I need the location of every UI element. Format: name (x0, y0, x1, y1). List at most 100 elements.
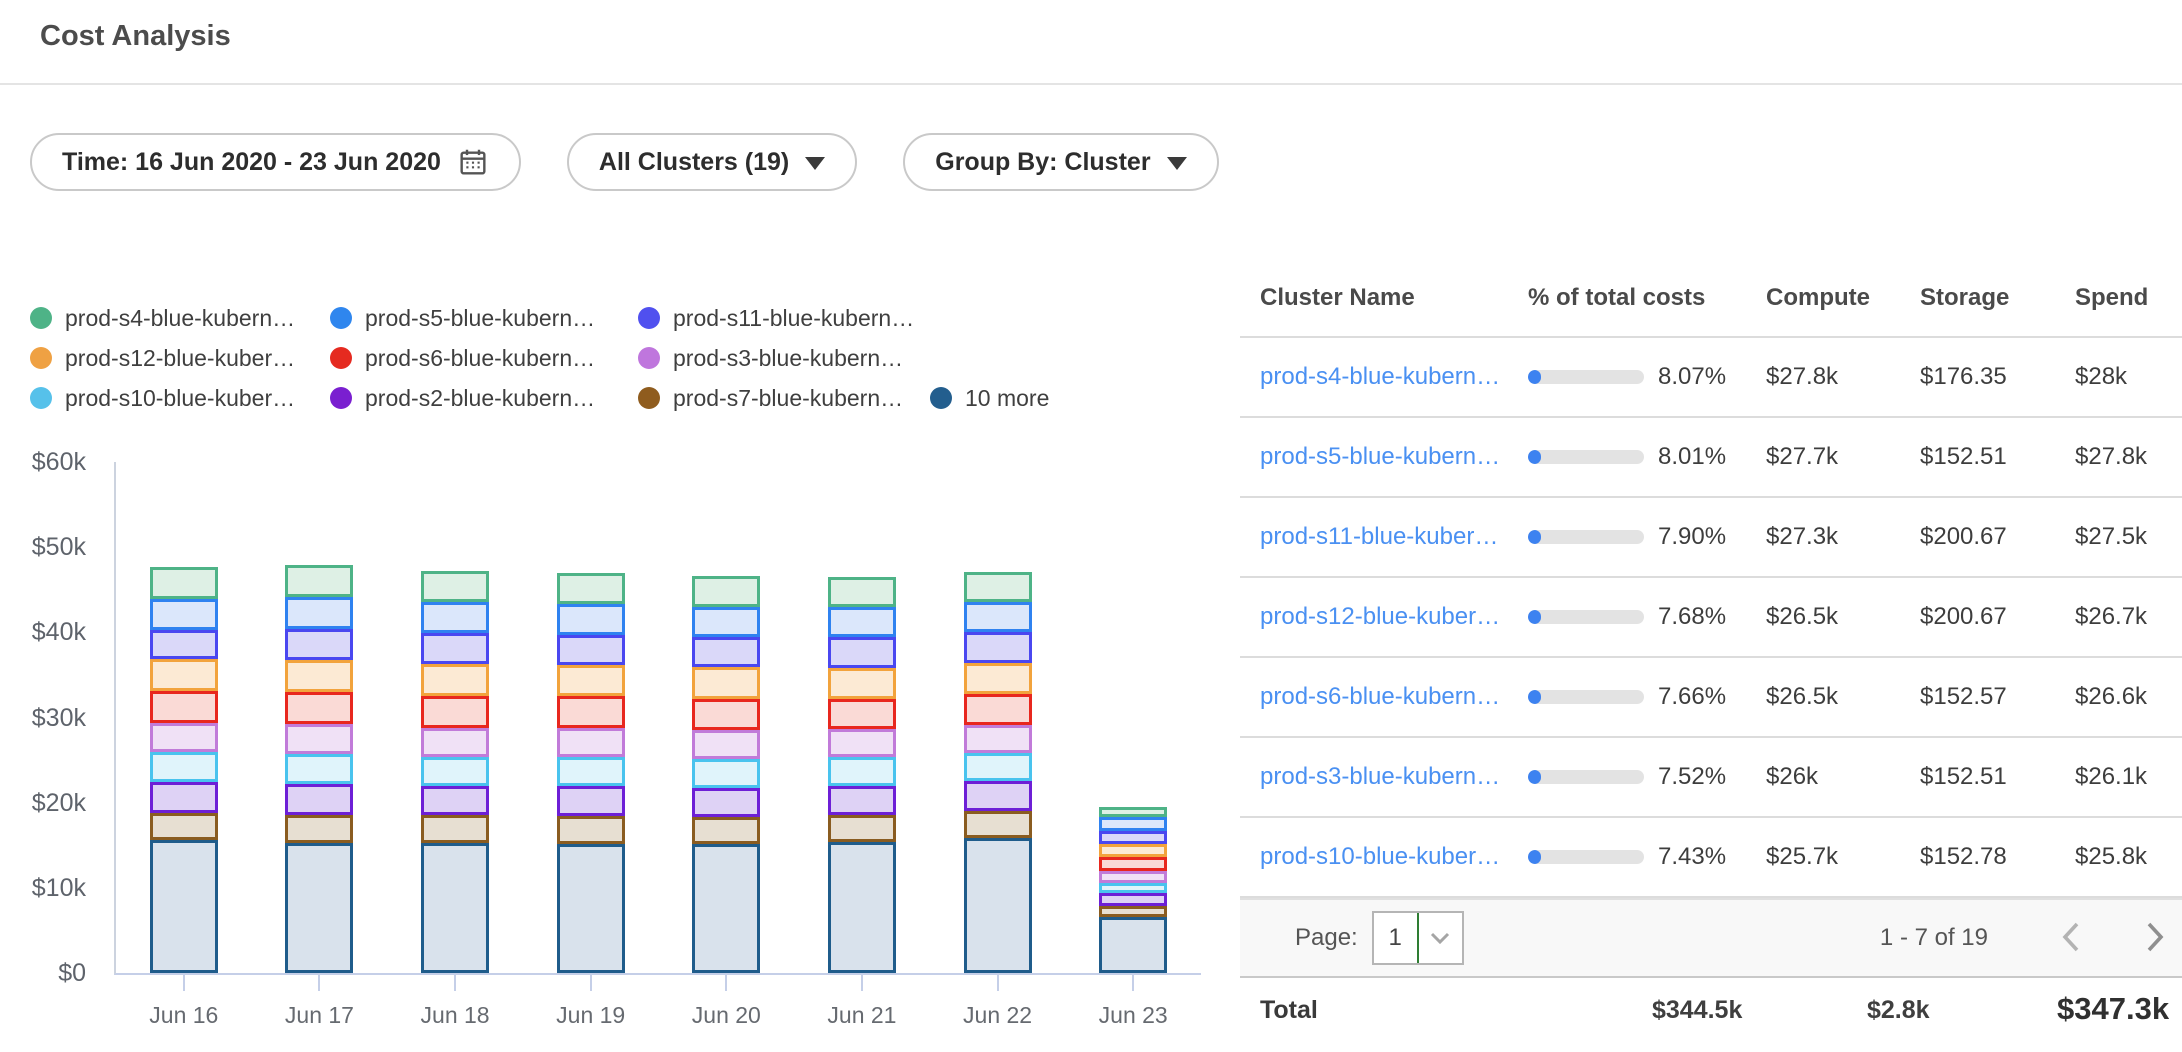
bar-segment[interactable] (964, 725, 1032, 753)
stacked-bar[interactable] (828, 577, 896, 973)
bar-segment[interactable] (964, 753, 1032, 781)
next-page-button[interactable] (2144, 920, 2166, 957)
bar-segment[interactable] (150, 782, 218, 813)
bar-segment[interactable] (964, 694, 1032, 726)
bar-segment[interactable] (557, 604, 625, 635)
legend-item[interactable]: prod-s11-blue-kubern… (638, 305, 930, 332)
bar-segment[interactable] (557, 696, 625, 728)
page-select[interactable]: 1 (1372, 911, 1464, 965)
legend-item[interactable]: prod-s2-blue-kubern… (330, 385, 638, 412)
bar-segment[interactable] (557, 757, 625, 787)
bar-segment[interactable] (421, 815, 489, 842)
bar-segment[interactable] (421, 786, 489, 816)
stacked-bar[interactable] (964, 572, 1032, 973)
bar-segment[interactable] (828, 815, 896, 841)
bar-segment[interactable] (1099, 883, 1167, 893)
bar-segment[interactable] (964, 572, 1032, 603)
legend-item[interactable]: prod-s5-blue-kubern… (330, 305, 638, 332)
bar-segment[interactable] (828, 668, 896, 699)
bar-segment[interactable] (1099, 917, 1167, 973)
cluster-name-link[interactable]: prod-s10-blue-kuber… (1260, 843, 1500, 870)
bar-segment[interactable] (557, 728, 625, 757)
cluster-name-link[interactable]: prod-s6-blue-kubern… (1260, 683, 1500, 710)
bar-segment[interactable] (285, 565, 353, 597)
bar-segment[interactable] (828, 729, 896, 757)
bar-segment[interactable] (421, 664, 489, 696)
cluster-name-link[interactable]: prod-s12-blue-kuber… (1260, 603, 1500, 630)
legend-item[interactable]: prod-s12-blue-kuber… (30, 345, 330, 372)
bar-segment[interactable] (828, 637, 896, 668)
bar-segment[interactable] (1099, 871, 1167, 883)
bar-segment[interactable] (150, 567, 218, 599)
bar-segment[interactable] (150, 599, 218, 630)
bar-segment[interactable] (285, 754, 353, 784)
bar-segment[interactable] (1099, 906, 1167, 917)
legend-item[interactable]: prod-s7-blue-kubern… (638, 385, 930, 412)
stacked-bar[interactable] (557, 573, 625, 973)
bar-segment[interactable] (285, 660, 353, 692)
bar-segment[interactable] (692, 844, 760, 974)
bar-segment[interactable] (1099, 807, 1167, 817)
bar-segment[interactable] (964, 602, 1032, 632)
bar-segment[interactable] (964, 838, 1032, 973)
legend-item[interactable]: prod-s6-blue-kubern… (330, 345, 638, 372)
bar-segment[interactable] (421, 728, 489, 757)
bar-segment[interactable] (150, 752, 218, 782)
stacked-bar[interactable] (150, 567, 218, 973)
legend-item[interactable]: prod-s3-blue-kubern… (638, 345, 930, 372)
bar-segment[interactable] (285, 597, 353, 629)
bar-segment[interactable] (150, 813, 218, 840)
bar-segment[interactable] (285, 629, 353, 660)
stacked-bar[interactable] (692, 576, 760, 973)
bar-segment[interactable] (1099, 831, 1167, 845)
bar-segment[interactable] (421, 571, 489, 603)
bar-segment[interactable] (1099, 857, 1167, 871)
bar-segment[interactable] (557, 573, 625, 605)
bar-segment[interactable] (692, 576, 760, 607)
bar-segment[interactable] (285, 692, 353, 724)
bar-segment[interactable] (964, 632, 1032, 663)
bar-segment[interactable] (421, 633, 489, 664)
bar-segment[interactable] (285, 815, 353, 843)
bar-segment[interactable] (964, 781, 1032, 811)
time-range-filter-button[interactable]: Time: 16 Jun 2020 - 23 Jun 2020 (30, 133, 521, 191)
bar-segment[interactable] (692, 637, 760, 667)
bar-segment[interactable] (828, 757, 896, 786)
bar-segment[interactable] (828, 607, 896, 637)
bar-segment[interactable] (557, 844, 625, 974)
stacked-bar[interactable] (421, 571, 489, 973)
bar-segment[interactable] (692, 607, 760, 638)
bar-segment[interactable] (964, 663, 1032, 694)
group-by-dropdown[interactable]: Group By: Cluster (903, 133, 1218, 191)
bar-segment[interactable] (1099, 844, 1167, 857)
bar-segment[interactable] (692, 817, 760, 843)
bar-segment[interactable] (285, 784, 353, 815)
clusters-filter-dropdown[interactable]: All Clusters (19) (567, 133, 857, 191)
bar-segment[interactable] (150, 659, 218, 691)
bar-segment[interactable] (964, 811, 1032, 838)
bar-segment[interactable] (150, 840, 218, 973)
stacked-bar[interactable] (285, 565, 353, 973)
bar-segment[interactable] (692, 730, 760, 759)
legend-item[interactable]: 10 more (930, 385, 1049, 412)
cluster-name-link[interactable]: prod-s4-blue-kubern… (1260, 363, 1500, 390)
cluster-name-link[interactable]: prod-s3-blue-kubern… (1260, 763, 1500, 790)
bar-segment[interactable] (692, 667, 760, 699)
cluster-name-link[interactable]: prod-s5-blue-kubern… (1260, 443, 1500, 470)
bar-segment[interactable] (421, 602, 489, 633)
previous-page-button[interactable] (2060, 920, 2082, 957)
bar-segment[interactable] (828, 699, 896, 730)
bar-segment[interactable] (828, 786, 896, 815)
bar-segment[interactable] (421, 843, 489, 973)
bar-segment[interactable] (421, 757, 489, 786)
legend-item[interactable]: prod-s4-blue-kubern… (30, 305, 330, 332)
bar-segment[interactable] (557, 665, 625, 697)
bar-segment[interactable] (557, 816, 625, 843)
bar-segment[interactable] (150, 723, 218, 752)
bar-segment[interactable] (692, 788, 760, 817)
stacked-bar[interactable] (1099, 807, 1167, 973)
bar-segment[interactable] (285, 724, 353, 754)
bar-segment[interactable] (150, 630, 218, 660)
bar-segment[interactable] (150, 691, 218, 723)
bar-segment[interactable] (285, 843, 353, 973)
